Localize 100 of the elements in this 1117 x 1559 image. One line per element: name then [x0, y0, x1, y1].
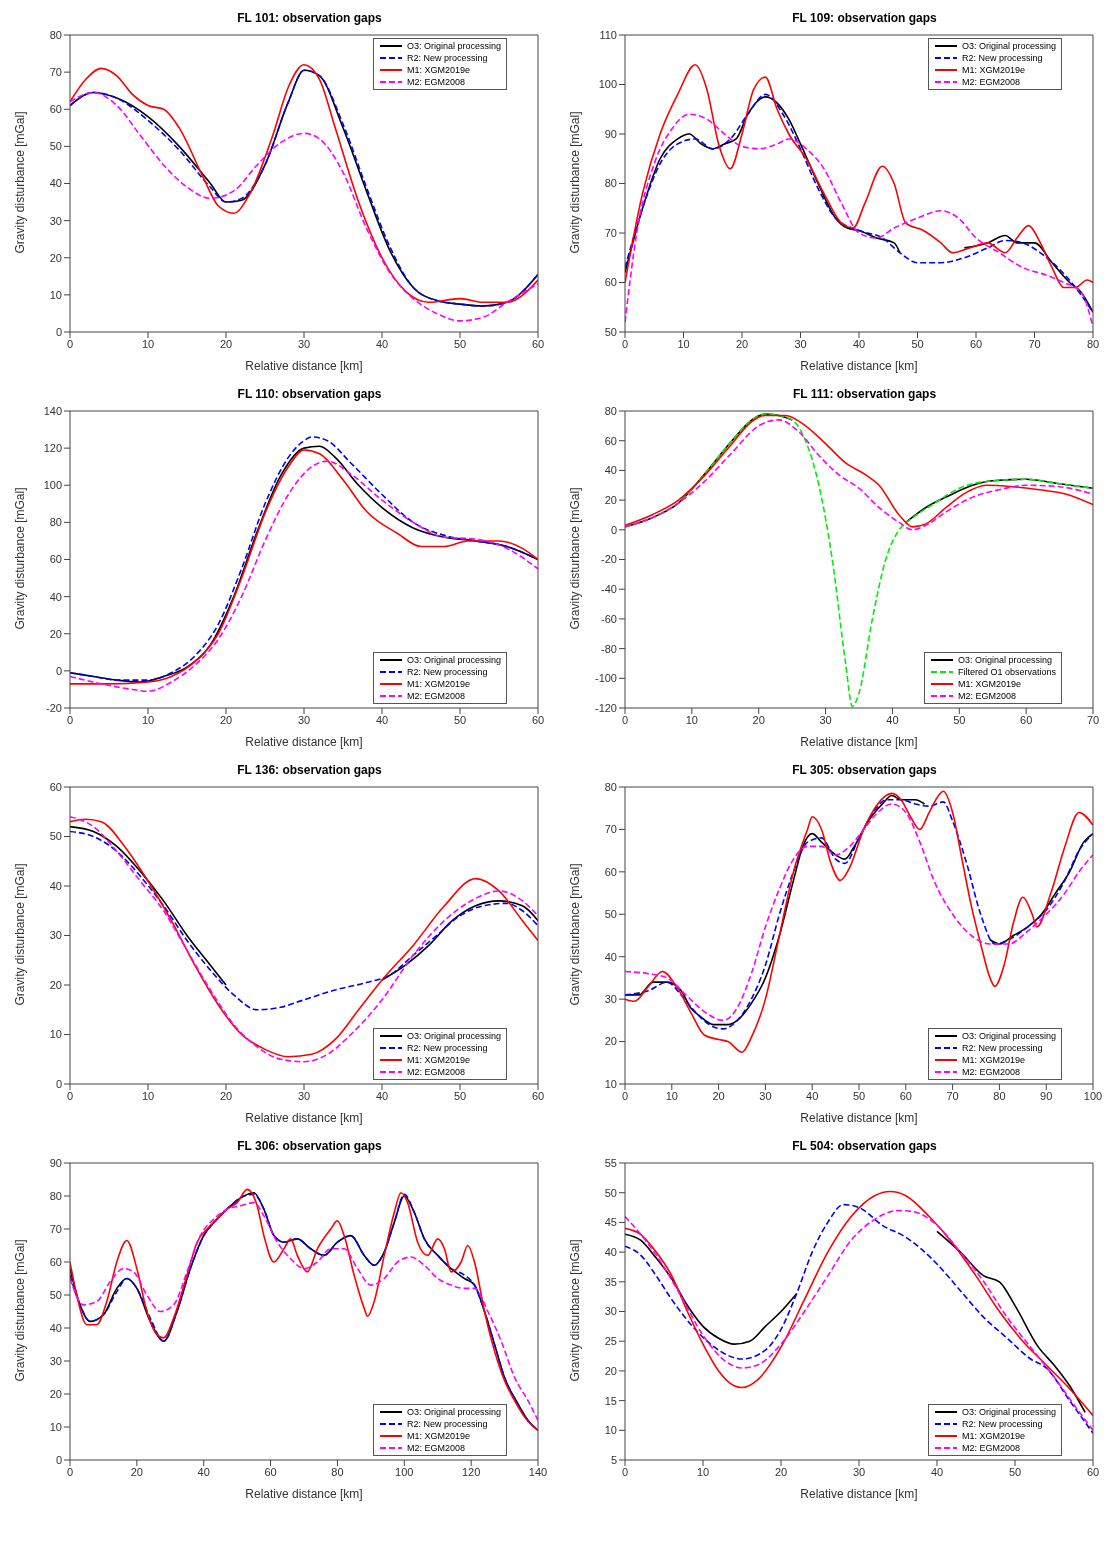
legend-label: O3: Original processing [406, 41, 501, 51]
y-tick-label: 60 [604, 276, 617, 289]
y-tick-label: 100 [598, 78, 617, 91]
y-tick-label: 110 [599, 28, 617, 41]
legend-label: R2: New processing [961, 1043, 1043, 1053]
chart-title: FL 101: observation gaps [236, 10, 383, 27]
x-tick-label: 40 [375, 337, 389, 350]
y-axis-title: Gravity disturbance [mGal] [568, 863, 583, 1006]
x-tick-label: 60 [264, 1465, 277, 1478]
y-tick-label: 60 [49, 103, 62, 116]
legend-label: R2: New processing [961, 1419, 1043, 1429]
y-tick-label: -20 [601, 553, 617, 566]
x-tick-label: 60 [531, 713, 545, 726]
x-tick-label: 70 [1028, 337, 1041, 350]
y-tick-label: 0 [55, 325, 62, 338]
y-axis-title: Gravity disturbance [mGal] [13, 111, 28, 254]
x-tick-label: 70 [1086, 713, 1100, 726]
y-tick-label: 40 [49, 879, 62, 892]
y-tick-label: -100 [594, 672, 617, 685]
legend-label: M2: EGM2008 [957, 691, 1016, 701]
y-tick-label: 50 [49, 830, 62, 843]
x-tick-label: 60 [531, 1089, 545, 1102]
legend-label: M2: EGM2008 [961, 1067, 1020, 1077]
x-tick-label: 0 [66, 713, 74, 726]
legend-label: M2: EGM2008 [406, 1067, 465, 1077]
x-tick-label: 60 [899, 1089, 912, 1102]
y-tick-label: 20 [604, 494, 617, 507]
x-tick-label: 120 [461, 1465, 481, 1478]
x-tick-label: 140 [528, 1465, 548, 1478]
x-tick-label: 20 [219, 337, 233, 350]
x-tick-label: 10 [141, 337, 155, 350]
legend-label: M2: EGM2008 [406, 77, 465, 87]
x-tick-label: 40 [197, 1465, 210, 1478]
x-tick-label: 80 [1086, 337, 1100, 350]
y-tick-label: 80 [49, 1189, 62, 1202]
legend-label: M1: XGM2019e [961, 1055, 1025, 1065]
x-tick-label: 50 [852, 1089, 866, 1102]
legend-label: M2: EGM2008 [406, 691, 465, 701]
y-tick-label: 0 [55, 664, 62, 677]
y-tick-label: 60 [604, 434, 617, 447]
x-tick-label: 90 [1040, 1089, 1053, 1102]
y-tick-label: 5 [610, 1453, 617, 1466]
y-tick-label: 80 [49, 28, 62, 41]
x-axis-title: Relative distance [km] [800, 735, 918, 749]
chart-title: FL 306: observation gaps [236, 1138, 383, 1155]
y-tick-label: 35 [604, 1275, 617, 1288]
legend-label: M1: XGM2019e [406, 65, 470, 75]
y-tick-label: 10 [49, 288, 62, 301]
chart-title: FL 504: observation gaps [791, 1138, 938, 1155]
y-tick-label: 40 [604, 950, 617, 963]
legend-label: O3: Original processing [406, 1407, 501, 1417]
x-tick-label: 100 [395, 1465, 414, 1478]
x-tick-label: 0 [621, 1465, 629, 1478]
y-tick-label: 20 [604, 1364, 617, 1377]
x-tick-label: 50 [1008, 1465, 1022, 1478]
x-axis-title: Relative distance [km] [800, 359, 918, 373]
y-tick-label: 90 [604, 127, 617, 140]
x-tick-label: 40 [806, 1089, 819, 1102]
y-tick-label: 10 [49, 1420, 62, 1433]
x-tick-label: 50 [953, 713, 966, 726]
y-tick-label: 60 [49, 780, 62, 793]
y-tick-label: 10 [604, 1424, 617, 1437]
x-tick-label: 20 [712, 1089, 725, 1102]
y-tick-label: 80 [604, 177, 617, 190]
legend-label: M1: XGM2019e [406, 1055, 470, 1065]
y-axis-title: Gravity disturbance [mGal] [13, 863, 28, 1006]
y-tick-label: 140 [43, 404, 62, 417]
y-tick-label: 50 [604, 325, 617, 338]
y-tick-label: 70 [49, 1222, 62, 1235]
y-tick-label: 40 [604, 1246, 617, 1259]
y-tick-label: 0 [610, 523, 617, 536]
x-tick-label: 80 [331, 1465, 344, 1478]
y-tick-label: 80 [604, 780, 617, 793]
legend-label: M1: XGM2019e [961, 65, 1025, 75]
y-tick-label: 20 [49, 978, 62, 991]
x-tick-label: 0 [621, 713, 629, 726]
x-tick-label: 30 [794, 337, 807, 350]
y-tick-label: 20 [49, 1387, 62, 1400]
x-tick-label: 50 [453, 713, 467, 726]
x-tick-label: 50 [453, 1089, 467, 1102]
x-tick-label: 10 [677, 337, 690, 350]
y-tick-label: 10 [604, 1077, 617, 1090]
x-tick-label: 40 [852, 337, 866, 350]
y-tick-label: 30 [49, 929, 62, 942]
legend-label: O3: Original processing [961, 1031, 1056, 1041]
x-tick-label: 30 [297, 713, 311, 726]
y-tick-label: 60 [49, 553, 62, 566]
x-tick-label: 0 [621, 1089, 629, 1102]
y-tick-label: 80 [604, 404, 617, 417]
x-tick-label: 20 [219, 1089, 233, 1102]
y-tick-label: 30 [49, 214, 62, 227]
x-tick-label: 40 [375, 1089, 389, 1102]
y-tick-label: 90 [49, 1156, 62, 1169]
legend-label: R2: New processing [406, 53, 488, 63]
legend-label: M2: EGM2008 [406, 1443, 465, 1453]
x-tick-label: 70 [946, 1089, 959, 1102]
legend-label: M1: XGM2019e [961, 1431, 1025, 1441]
x-tick-label: 30 [759, 1089, 772, 1102]
chart-title: FL 109: observation gaps [791, 10, 938, 27]
x-tick-label: 20 [752, 713, 765, 726]
